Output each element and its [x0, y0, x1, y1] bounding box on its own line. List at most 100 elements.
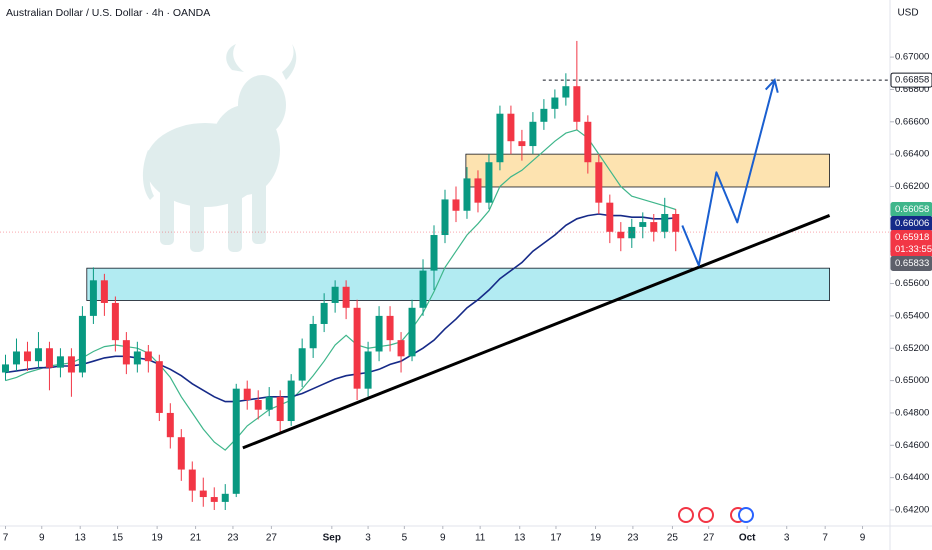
candle-body [639, 222, 647, 227]
x-tick-label: 13 [514, 533, 526, 544]
x-tick-label: 27 [266, 533, 278, 544]
candle-body [177, 437, 185, 470]
candle-body [419, 270, 427, 308]
drawings-layer [0, 78, 890, 450]
candle-body [441, 199, 449, 236]
currency-label: USD [897, 8, 918, 19]
candle-body [540, 108, 548, 122]
x-tick-label: 27 [703, 533, 715, 544]
candle-body [298, 348, 306, 381]
candle-body [430, 235, 438, 271]
price-zone [465, 153, 830, 188]
y-tick-label: 0.65400 [895, 310, 929, 321]
y-tick-label: 0.65000 [895, 375, 929, 386]
price-badge-label: 0.65833 [895, 258, 929, 269]
candle-body [529, 121, 537, 147]
bull-illustration [142, 44, 297, 252]
trendline [242, 214, 831, 450]
candle-body [408, 307, 416, 357]
candle-body [628, 226, 636, 239]
candle-body [397, 340, 405, 357]
candle-body [452, 199, 460, 211]
axes-layer: 0.67000 0.66800 0.66600 0.66400 0.66200 0.660… [3, 52, 932, 544]
projection-arrowhead [764, 78, 779, 93]
candle-body [606, 202, 614, 232]
price-badge-label: 0.66006 [895, 218, 929, 229]
x-tick-label: 15 [112, 533, 124, 544]
candle-body [463, 178, 471, 211]
x-tick-label: 25 [667, 533, 679, 544]
candle-body [144, 351, 152, 362]
candle-body [507, 113, 515, 142]
price-badge-label: 0.65918 [895, 232, 929, 243]
y-tick-label: 0.67000 [895, 52, 929, 63]
y-tick-label: 0.65600 [895, 278, 929, 289]
candle-body [661, 213, 669, 232]
candle-body [254, 399, 262, 410]
candle-body [375, 315, 383, 352]
candle-body [276, 396, 284, 422]
candle-body [518, 141, 526, 147]
countdown-label: 01:33:55 [895, 244, 932, 255]
candle-body [485, 162, 493, 203]
candle-body [23, 351, 31, 362]
candle-body [562, 86, 570, 98]
event-icon[interactable] [738, 507, 754, 523]
y-tick-label: 0.64600 [895, 440, 929, 451]
candle-body [221, 493, 229, 502]
y-tick-label: 0.66200 [895, 181, 929, 192]
candle-body [45, 348, 53, 368]
candle-body [100, 280, 108, 303]
candle-body [56, 356, 64, 368]
candle-body [199, 490, 207, 498]
candle-body [210, 497, 218, 502]
candle-body [78, 315, 86, 373]
x-tick-label: 21 [190, 533, 202, 544]
candle-body [166, 412, 174, 438]
y-tick-label: 0.65200 [895, 343, 929, 354]
candle-body [122, 340, 130, 365]
price-badge-label: 0.66058 [895, 204, 929, 215]
x-tick-label: 3 [784, 533, 790, 544]
y-tick-label: 0.64400 [895, 472, 929, 483]
candle-body [364, 351, 372, 389]
y-tick-label: 0.66800 [895, 84, 929, 95]
candle-body [595, 162, 603, 203]
event-icon[interactable] [678, 507, 694, 523]
candle-body [331, 286, 339, 303]
candle-body [353, 307, 361, 389]
y-tick-label: 0.66400 [895, 149, 929, 160]
x-tick-label: 23 [627, 533, 639, 544]
lines-layer [5, 129, 676, 451]
moving-average-line [5, 213, 676, 403]
price-zone [86, 267, 830, 301]
candle-body [34, 348, 42, 362]
candle-body [496, 113, 504, 163]
candle-body [342, 286, 350, 308]
x-tick-label: 13 [75, 533, 87, 544]
chart-title: Australian Dollar / U.S. Dollar · 4h · O… [6, 7, 210, 19]
candles-layer [1, 40, 680, 510]
x-tick-label: 17 [550, 533, 562, 544]
x-tick-label: 5 [402, 533, 408, 544]
candle-body [265, 396, 273, 410]
y-tick-label: 0.64800 [895, 407, 929, 418]
candle-body [188, 469, 196, 491]
x-tick-label: Sep [323, 533, 341, 544]
candle-body [474, 178, 482, 203]
candle-body [155, 361, 163, 413]
candle-body [12, 351, 20, 365]
x-tick-label: 19 [152, 533, 164, 544]
x-tick-label: 23 [227, 533, 239, 544]
candle-body [111, 302, 119, 341]
candle-body [320, 302, 328, 324]
zones-layer [86, 153, 830, 301]
event-icon[interactable] [698, 507, 714, 523]
x-tick-label: 7 [3, 533, 9, 544]
y-tick-label: 0.66600 [895, 116, 929, 127]
candle-body [573, 86, 581, 122]
candle-body [650, 222, 658, 232]
x-tick-label: 9 [440, 533, 446, 544]
